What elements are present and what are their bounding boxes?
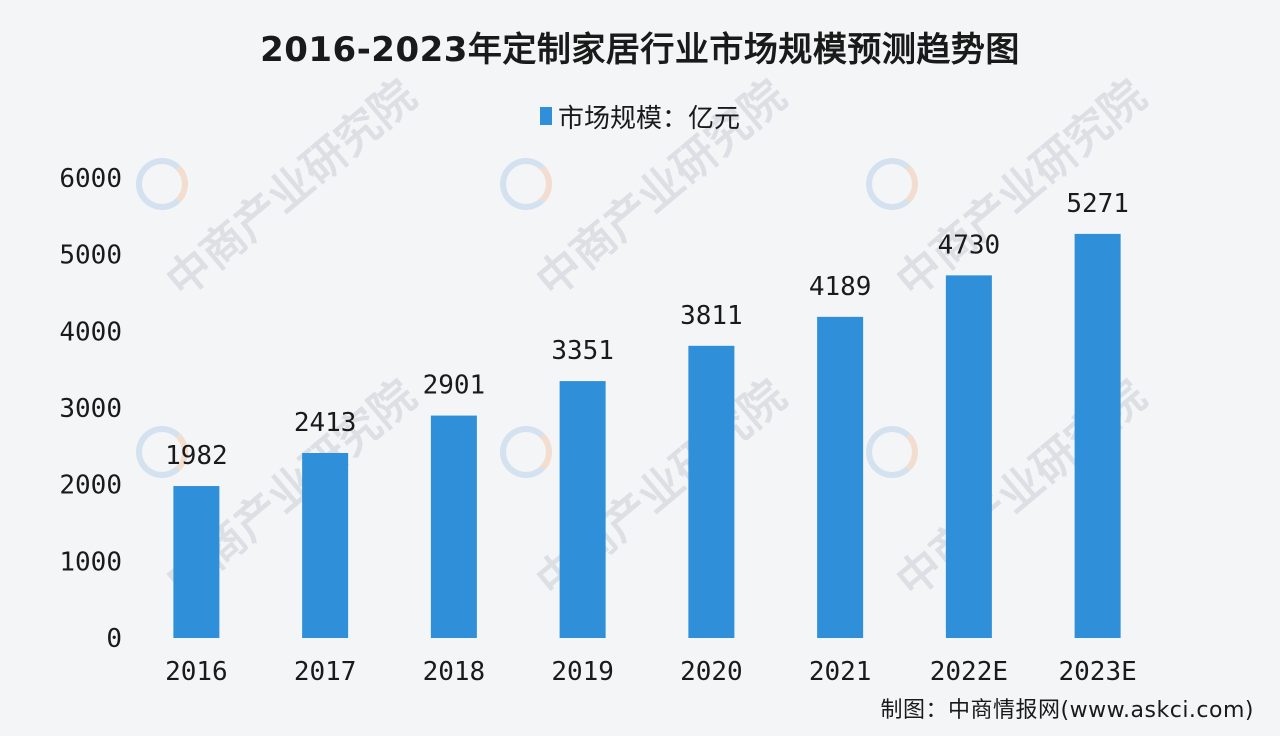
bar xyxy=(173,486,220,638)
legend-swatch xyxy=(540,107,552,125)
bar xyxy=(817,316,864,638)
x-tick-label: 2019 xyxy=(551,657,614,687)
data-label: 2901 xyxy=(423,371,486,401)
data-label: 4730 xyxy=(938,230,1001,260)
x-tick-label: 2020 xyxy=(680,657,743,687)
y-tick-label: 4000 xyxy=(59,317,122,347)
legend-label: 市场规模：亿元 xyxy=(558,103,741,134)
source-credit: 制图：中商情报网(www.askci.com) xyxy=(880,698,1254,723)
x-tick-label: 2022E xyxy=(930,657,1008,687)
bar xyxy=(688,345,735,638)
data-label: 5271 xyxy=(1066,189,1129,219)
y-tick-label: 6000 xyxy=(59,164,122,194)
x-tick-label: 2021 xyxy=(809,657,872,687)
data-label: 3811 xyxy=(680,301,743,331)
data-label: 2413 xyxy=(294,408,357,438)
y-tick-label: 1000 xyxy=(59,547,122,577)
data-label: 1982 xyxy=(165,441,228,471)
data-label: 3351 xyxy=(551,336,614,366)
legend: 市场规模：亿元 xyxy=(540,98,740,134)
bar xyxy=(945,275,992,638)
bar xyxy=(559,381,606,638)
chart-title: 2016-2023年定制家居行业市场规模预测趋势图 xyxy=(260,30,1020,70)
y-tick-label: 3000 xyxy=(59,394,122,424)
x-tick-label: 2016 xyxy=(165,657,228,687)
bar xyxy=(430,415,477,638)
x-tick-label: 2023E xyxy=(1058,657,1136,687)
x-tick-label: 2017 xyxy=(294,657,357,687)
y-tick-label: 5000 xyxy=(59,241,122,271)
x-tick-label: 2018 xyxy=(423,657,486,687)
y-tick-label: 0 xyxy=(106,624,122,654)
bar xyxy=(302,453,349,638)
data-label: 4189 xyxy=(809,272,872,302)
y-tick-label: 2000 xyxy=(59,471,122,501)
bar xyxy=(1074,233,1121,638)
